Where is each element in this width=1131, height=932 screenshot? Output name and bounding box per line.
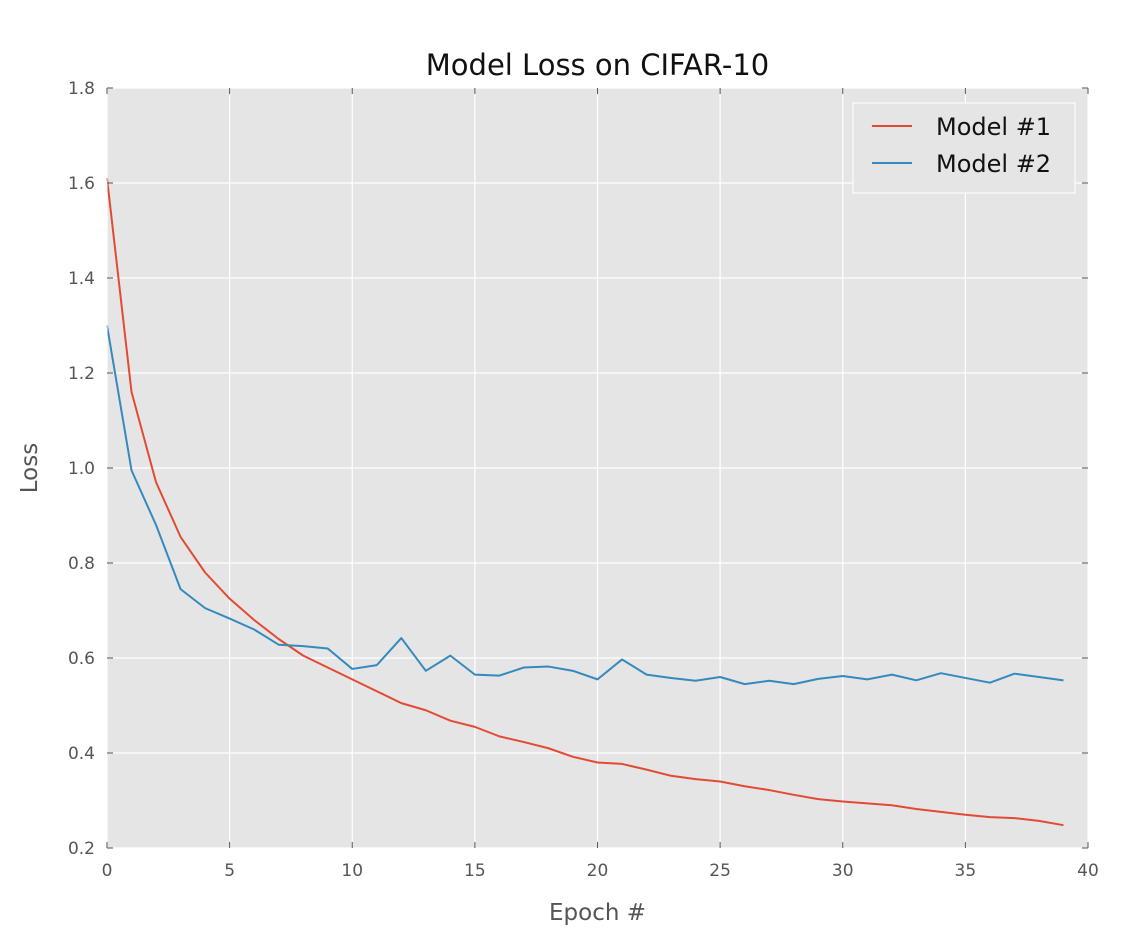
x-tick-label: 25 bbox=[709, 861, 731, 881]
series-line-model-2 bbox=[106, 325, 1064, 686]
y-tick-labels: 0.2 0.4 0.6 0.8 1.0 1.2 1.4 1.6 1.8 bbox=[68, 79, 95, 859]
y-tick-label: 1.4 bbox=[68, 269, 95, 289]
x-tick-label: 15 bbox=[464, 861, 486, 881]
legend-label-model-2: Model #2 bbox=[936, 150, 1051, 178]
y-tick-label: 1.0 bbox=[68, 459, 95, 479]
y-tick-label: 0.8 bbox=[68, 554, 95, 574]
y-tick-label: 0.4 bbox=[68, 744, 95, 764]
legend: Model #1 Model #2 bbox=[852, 102, 1076, 194]
x-tick-labels: 0 5 10 15 20 25 30 35 40 bbox=[102, 861, 1099, 881]
x-tick-label: 40 bbox=[1077, 861, 1099, 881]
y-tick-label: 1.2 bbox=[68, 364, 95, 384]
y-tick-label: 1.8 bbox=[68, 79, 95, 99]
series-line-model-1 bbox=[106, 178, 1064, 827]
y-tick-label: 0.6 bbox=[68, 649, 95, 669]
chart-title: Model Loss on CIFAR-10 bbox=[426, 48, 769, 82]
x-tick-label: 5 bbox=[224, 861, 235, 881]
legend-box bbox=[852, 102, 1076, 194]
axis-ticks bbox=[106, 87, 1089, 849]
x-tick-label: 35 bbox=[955, 861, 977, 881]
x-tick-label: 0 bbox=[102, 861, 113, 881]
x-tick-label: 10 bbox=[341, 861, 363, 881]
x-tick-label: 20 bbox=[587, 861, 609, 881]
legend-label-model-1: Model #1 bbox=[936, 113, 1051, 141]
y-tick-label: 0.2 bbox=[68, 839, 95, 859]
y-axis-label: Loss bbox=[17, 443, 43, 493]
x-tick-label: 30 bbox=[832, 861, 854, 881]
data-series bbox=[106, 178, 1064, 827]
x-axis-label: Epoch # bbox=[549, 900, 646, 926]
y-tick-label: 1.6 bbox=[68, 174, 95, 194]
